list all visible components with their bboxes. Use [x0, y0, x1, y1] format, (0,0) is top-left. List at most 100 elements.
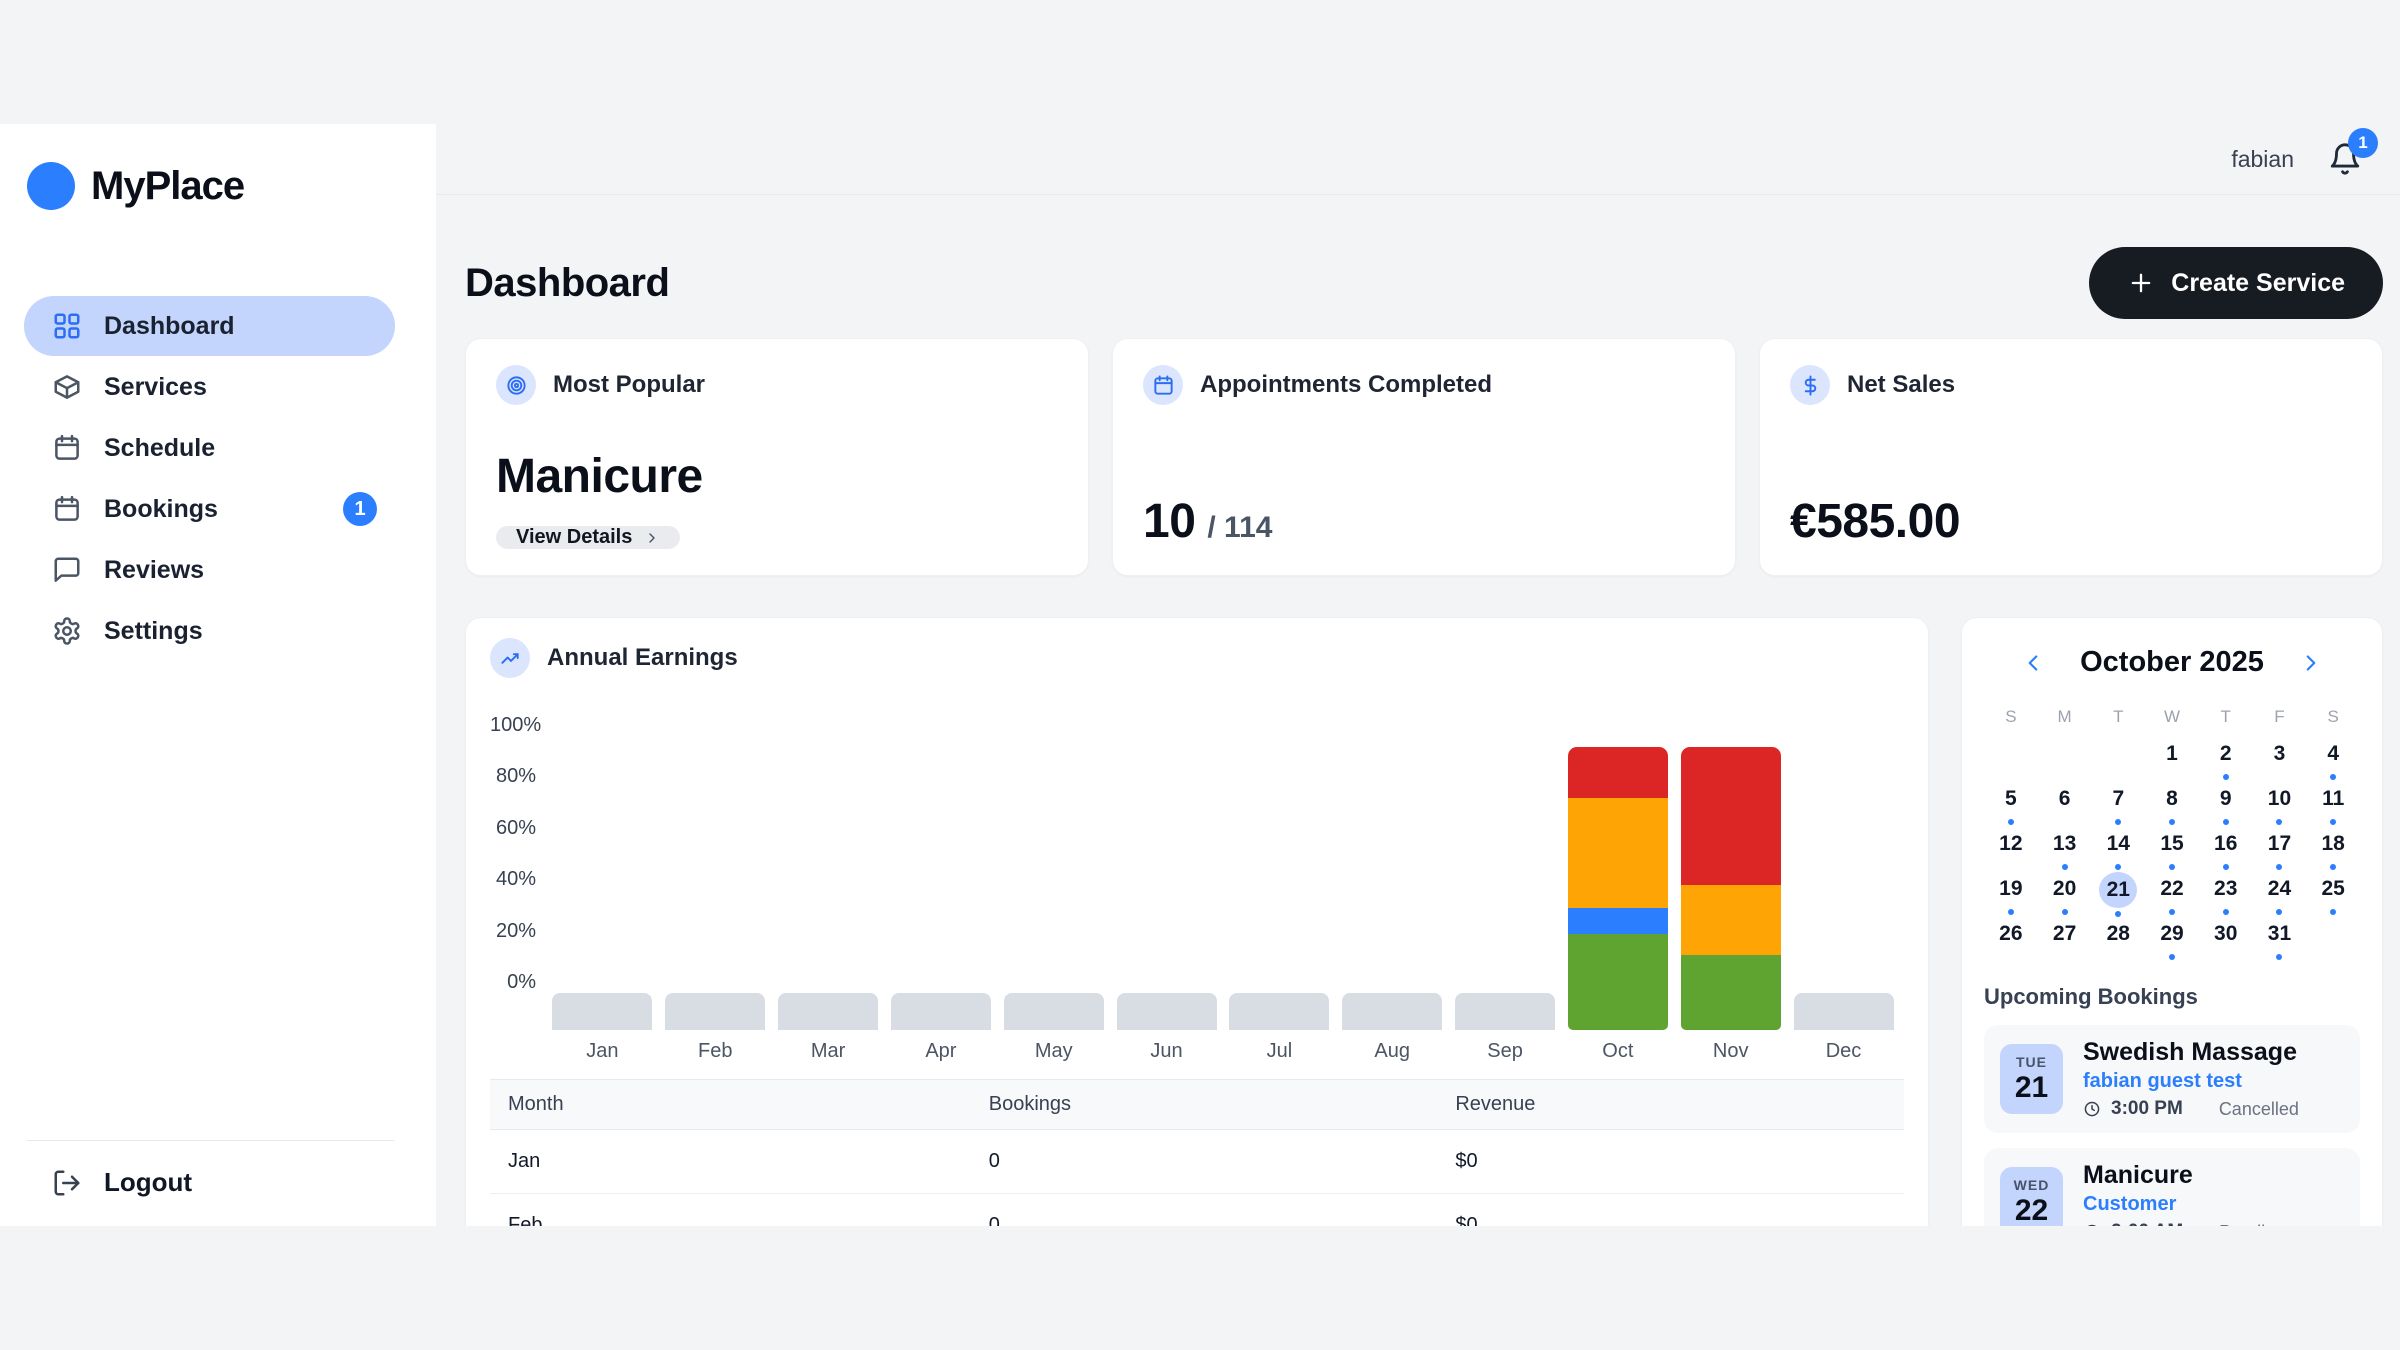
notification-badge: 1	[2348, 128, 2378, 158]
booking-dot	[2115, 819, 2122, 825]
booking-dot	[2276, 909, 2283, 915]
sidebar-item-services[interactable]: Services	[24, 357, 395, 417]
booking-dot	[2276, 864, 2283, 870]
calendar-day-number: 7	[2112, 787, 2125, 810]
empty-bar-placeholder	[778, 993, 879, 1030]
logout-button[interactable]: Logout	[0, 1141, 436, 1226]
calendar-day-14[interactable]: 14	[2091, 827, 2145, 872]
booking-day-number: 21	[2014, 1070, 2049, 1104]
calendar-day-24[interactable]: 24	[2253, 872, 2307, 917]
calendar-day-7[interactable]: 7	[2091, 782, 2145, 827]
weekday-label: T	[2113, 707, 2124, 726]
calendar-day-10[interactable]: 10	[2253, 782, 2307, 827]
chart-column-aug	[1336, 726, 1449, 1030]
empty-bar-placeholder	[890, 993, 991, 1030]
calendar-day-22[interactable]: 22	[2145, 872, 2199, 917]
calendar-day-8[interactable]: 8	[2145, 782, 2199, 827]
bar-segment-green	[1567, 934, 1668, 1030]
calendar-day-16[interactable]: 16	[2199, 827, 2253, 872]
calendar-day-25[interactable]: 25	[2306, 872, 2360, 917]
booking-dot	[2276, 819, 2283, 825]
calendar-day-17[interactable]: 17	[2253, 827, 2307, 872]
calendar-day-number: 30	[2214, 922, 2238, 945]
dashboard-grid-icon	[54, 313, 80, 339]
x-axis-tick: Dec	[1825, 1040, 1862, 1062]
calendar-day-26[interactable]: 26	[1984, 917, 2038, 962]
sidebar-item-bookings[interactable]: Bookings 1	[24, 479, 395, 539]
table-cell: $0	[1437, 1193, 1904, 1226]
weekday-label: M	[2057, 707, 2072, 726]
calendar-day-9[interactable]: 9	[2199, 782, 2253, 827]
calendar-day-30[interactable]: 30	[2199, 917, 2253, 962]
calendar-day-number: 21	[2099, 872, 2138, 909]
booking-info: Swedish Massage fabian guest test 3:00 P…	[2083, 1038, 2299, 1120]
empty-bar-placeholder	[1003, 993, 1104, 1030]
calendar-day-13[interactable]: 13	[2038, 827, 2092, 872]
calendar-empty-cell	[2038, 737, 2092, 782]
calendar-day-11[interactable]: 11	[2306, 782, 2360, 827]
booking-card[interactable]: WED 22 Manicure Customer 2:00 AM Pending	[1984, 1148, 2360, 1226]
table-header-month: Month	[490, 1079, 971, 1130]
sidebar-item-settings[interactable]: Settings	[24, 601, 395, 661]
chat-icon	[54, 557, 80, 582]
calendar-day-23[interactable]: 23	[2199, 872, 2253, 917]
calendar-day-28[interactable]: 28	[2091, 917, 2145, 962]
appointments-card: Appointments Completed 10 / 114	[1112, 338, 1736, 576]
create-service-button[interactable]: Create Service	[2089, 247, 2383, 319]
calendar-day-19[interactable]: 19	[1984, 872, 2038, 917]
calendar-day-31[interactable]: 31	[2253, 917, 2307, 962]
sidebar-item-dashboard[interactable]: Dashboard	[24, 296, 395, 356]
calendar-empty-cell	[2306, 917, 2360, 962]
table-header-bookings: Bookings	[970, 1079, 1438, 1130]
calendar-day-number: 6	[2058, 787, 2071, 810]
booking-dot	[2276, 954, 2283, 960]
booking-customer-link[interactable]: fabian guest test	[2083, 1070, 2242, 1092]
booking-dot	[2061, 864, 2068, 870]
booking-dot	[2007, 909, 2014, 915]
calendar-day-20[interactable]: 20	[2038, 872, 2092, 917]
username: fabian	[2231, 145, 2294, 172]
sidebar-divider	[27, 1140, 394, 1141]
weekday-label: S	[2005, 707, 2017, 726]
most-popular-icon-circle	[496, 365, 536, 405]
calendar-day-1[interactable]: 1	[2145, 737, 2199, 782]
view-details-button[interactable]: View Details	[496, 526, 681, 549]
booking-card[interactable]: TUE 21 Swedish Massage fabian guest test…	[1984, 1025, 2360, 1133]
calendar-day-12[interactable]: 12	[1984, 827, 2038, 872]
booking-dot	[2007, 819, 2014, 825]
calendar-day-4[interactable]: 4	[2306, 737, 2360, 782]
clock-icon	[2084, 1101, 2100, 1117]
calendar-empty-cell	[2091, 737, 2145, 782]
chart-bars	[546, 726, 1900, 1030]
sidebar-item-reviews[interactable]: Reviews	[24, 540, 395, 600]
calendar-day-27[interactable]: 27	[2038, 917, 2092, 962]
calendar-day-21[interactable]: 21	[2091, 872, 2145, 917]
x-axis-tick: May	[1034, 1040, 1073, 1062]
calendar-day-29[interactable]: 29	[2145, 917, 2199, 962]
upcoming-bookings-list: TUE 21 Swedish Massage fabian guest test…	[1984, 1025, 2360, 1226]
bar-segment-red	[1680, 746, 1781, 886]
booking-customer-link[interactable]: Customer	[2083, 1193, 2177, 1215]
calendar-day-number: 27	[2052, 922, 2077, 945]
booking-dot	[2169, 909, 2176, 915]
calendar-prev-button[interactable]	[2020, 650, 2046, 676]
calendar-day-6[interactable]: 6	[2038, 782, 2092, 827]
calendar-day-number: 17	[2267, 832, 2292, 855]
most-popular-value: Manicure	[496, 450, 703, 503]
sidebar-item-schedule[interactable]: Schedule	[24, 418, 395, 478]
booking-dot	[2115, 911, 2122, 917]
view-details-label: View Details	[516, 526, 633, 548]
calendar-next-button[interactable]	[2298, 650, 2324, 676]
calendar-day-5[interactable]: 5	[1984, 782, 2038, 827]
notifications-button[interactable]: 1	[2328, 128, 2378, 176]
calendar-day-15[interactable]: 15	[2145, 827, 2199, 872]
annual-earnings-title: Annual Earnings	[547, 644, 738, 671]
calendar-day-18[interactable]: 18	[2306, 827, 2360, 872]
booking-date-block: TUE 21	[2000, 1044, 2063, 1114]
weekday-label: T	[2220, 707, 2231, 726]
sidebar-nav: Dashboard Services Schedule Bookings 1 Re…	[0, 296, 436, 662]
booking-dot	[2169, 819, 2176, 825]
x-axis-tick: Apr	[925, 1040, 957, 1062]
calendar-day-2[interactable]: 2	[2199, 737, 2253, 782]
calendar-day-3[interactable]: 3	[2253, 737, 2307, 782]
